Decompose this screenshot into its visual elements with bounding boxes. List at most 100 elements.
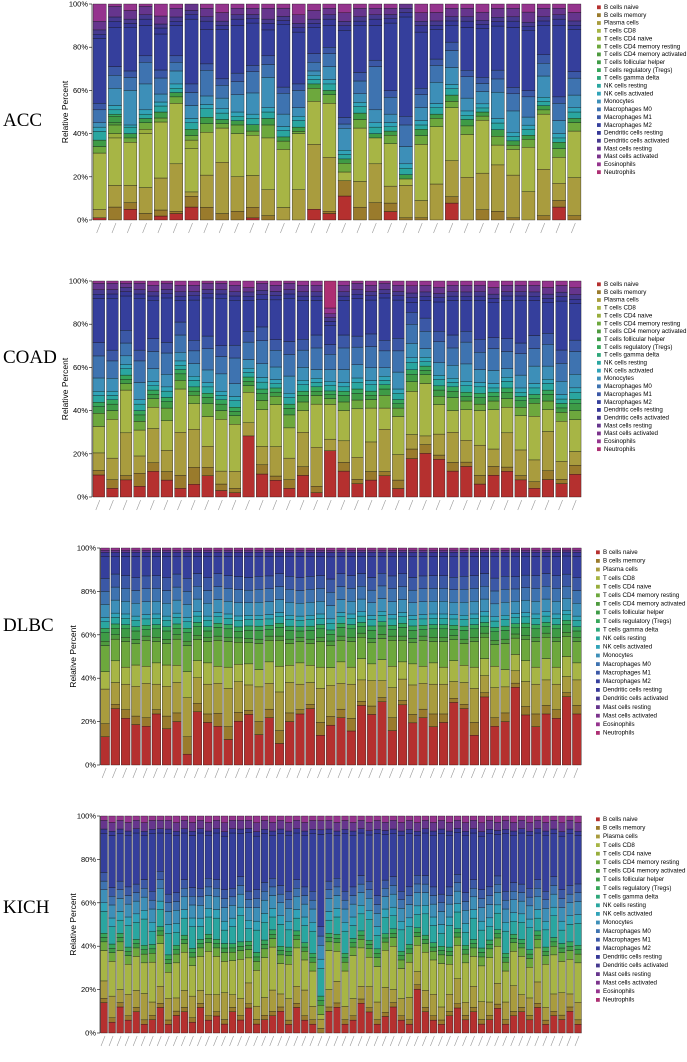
x-tick-label bbox=[148, 1035, 154, 1047]
x-tick-label bbox=[156, 1035, 162, 1047]
bar-segment bbox=[236, 941, 245, 947]
bar-segment bbox=[429, 1019, 438, 1034]
bar-segment bbox=[418, 665, 428, 684]
x-tick-label bbox=[574, 1035, 580, 1047]
bar-segment bbox=[487, 302, 500, 338]
bar-segment bbox=[164, 963, 172, 973]
bar-segment bbox=[445, 1015, 454, 1034]
bar-stack bbox=[428, 547, 438, 766]
bar-segment bbox=[295, 630, 305, 638]
bar-segment bbox=[123, 133, 138, 139]
bar-stack bbox=[233, 547, 244, 766]
bar-segment bbox=[285, 665, 295, 683]
bar-stack bbox=[325, 815, 333, 1034]
bar-segment bbox=[215, 345, 228, 357]
bar-segment bbox=[446, 410, 459, 433]
bar-stack bbox=[215, 3, 229, 221]
bar-segment bbox=[309, 953, 317, 958]
bar-segment bbox=[274, 635, 285, 641]
bar-segment bbox=[291, 107, 306, 117]
bar-segment bbox=[346, 624, 356, 630]
bar-segment bbox=[521, 639, 531, 661]
bar-segment bbox=[408, 547, 418, 551]
bar-segment bbox=[351, 388, 364, 394]
bar-segment bbox=[236, 906, 245, 916]
bar-segment bbox=[276, 130, 291, 138]
bar-stack bbox=[156, 815, 164, 1034]
bar-segment bbox=[485, 895, 494, 905]
bar-segment bbox=[228, 383, 241, 397]
x-tick-label bbox=[365, 1035, 371, 1047]
legend-swatch bbox=[596, 679, 600, 684]
bar-segment bbox=[353, 20, 367, 26]
bar-segment bbox=[555, 280, 568, 286]
bar-segment bbox=[429, 946, 438, 952]
bar-segment bbox=[446, 295, 459, 301]
bar-segment bbox=[479, 622, 490, 627]
bar-segment bbox=[461, 931, 470, 946]
bar-segment bbox=[438, 547, 449, 551]
bar-segment bbox=[261, 137, 275, 190]
legend-label: NK cells resting bbox=[603, 635, 647, 642]
bar-segment bbox=[132, 913, 140, 923]
x-tick-label bbox=[388, 767, 394, 779]
bar-segment bbox=[295, 637, 305, 642]
bar-segment bbox=[285, 615, 295, 620]
bar-segment bbox=[236, 885, 245, 895]
bar-segment bbox=[461, 1019, 470, 1034]
bar-segment bbox=[341, 815, 349, 821]
bar-segment bbox=[491, 69, 505, 80]
bar-segment bbox=[514, 280, 527, 286]
bar-segment bbox=[373, 833, 381, 896]
bar-segment bbox=[383, 113, 398, 123]
bar-segment bbox=[349, 916, 357, 926]
bar-stack bbox=[399, 3, 413, 221]
bar-segment bbox=[201, 403, 214, 417]
bar-segment bbox=[574, 901, 582, 915]
x-tick-label bbox=[440, 767, 445, 779]
bar-segment bbox=[138, 187, 153, 214]
bar-segment bbox=[124, 955, 132, 965]
bar-segment bbox=[433, 362, 446, 376]
bar-segment bbox=[100, 547, 110, 551]
bar-segment bbox=[283, 393, 296, 398]
bar-stack bbox=[200, 3, 214, 221]
x-tick-label bbox=[349, 1035, 355, 1047]
bar-segment bbox=[322, 90, 337, 95]
bar-segment bbox=[428, 601, 438, 615]
bar-segment bbox=[461, 901, 470, 911]
x-tick-label bbox=[149, 499, 155, 511]
bar-segment bbox=[242, 422, 255, 437]
bar-segment bbox=[200, 117, 214, 124]
bar-segment bbox=[510, 938, 518, 943]
x-tick-label bbox=[122, 767, 127, 779]
bar-segment bbox=[437, 911, 446, 925]
bar-segment bbox=[212, 1015, 221, 1034]
bar-segment bbox=[494, 884, 502, 893]
bar-segment bbox=[510, 588, 520, 602]
x-tick-label bbox=[310, 222, 316, 234]
bar-segment bbox=[490, 616, 500, 622]
bar-segment bbox=[264, 661, 274, 684]
bar-segment bbox=[569, 399, 582, 404]
bar-segment bbox=[413, 931, 421, 937]
bar-segment bbox=[228, 943, 237, 949]
x-tick-label bbox=[337, 767, 343, 779]
bar-segment bbox=[174, 295, 187, 301]
bar-segment bbox=[365, 395, 378, 400]
bar-segment bbox=[349, 895, 357, 905]
bar-stack bbox=[261, 3, 275, 221]
bar-segment bbox=[172, 617, 182, 625]
bar-segment bbox=[223, 637, 233, 642]
bar-segment bbox=[151, 628, 161, 638]
bar-segment bbox=[514, 353, 527, 376]
bar-segment bbox=[315, 547, 326, 551]
bar-segment bbox=[514, 285, 527, 292]
bar-segment bbox=[188, 995, 197, 1018]
bar-segment bbox=[349, 955, 357, 999]
bar-segment bbox=[536, 8, 551, 17]
bar-segment bbox=[203, 637, 213, 642]
bar-segment bbox=[188, 835, 197, 888]
legend-label: T cells gamma delta bbox=[604, 75, 660, 82]
bar-segment bbox=[502, 957, 510, 963]
